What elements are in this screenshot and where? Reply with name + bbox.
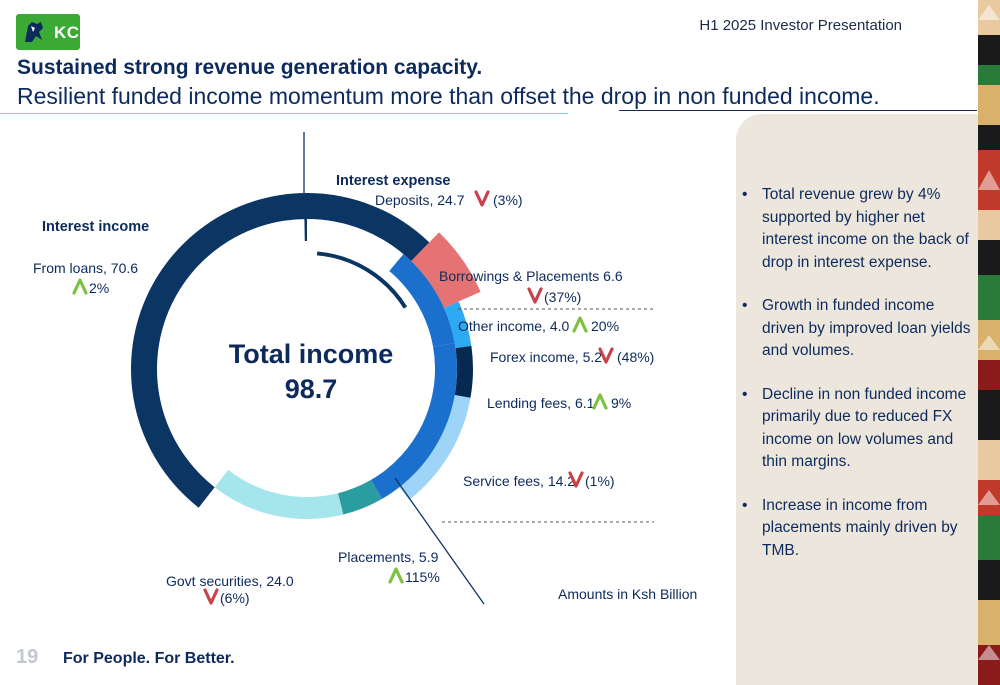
units-note: Amounts in Ksh Billion bbox=[558, 586, 697, 602]
segment-lending-fees bbox=[454, 345, 473, 398]
slide-title: Sustained strong revenue generation capa… bbox=[17, 56, 483, 79]
label-forex-income: Forex income, 5.2 bbox=[490, 349, 602, 365]
segment-placements bbox=[337, 479, 382, 515]
commentary-panel: Total revenue grew by 4% supported by hi… bbox=[736, 114, 978, 685]
change-from-loans: 2% bbox=[89, 280, 109, 296]
segment-from-loans bbox=[131, 193, 307, 508]
kcb-logo: KCB bbox=[16, 14, 92, 50]
group-title-interest-expense: Interest expense bbox=[336, 173, 450, 189]
bullet-item: Total revenue grew by 4% supported by hi… bbox=[742, 184, 978, 274]
down-arrow-icon bbox=[568, 471, 584, 488]
label-other-income: Other income, 4.0 bbox=[458, 318, 569, 334]
down-arrow-icon bbox=[598, 347, 614, 364]
label-borrowings: Borrowings & Placements 6.6 bbox=[439, 268, 623, 284]
change-forex-income: (48%) bbox=[617, 349, 654, 365]
label-placements: Placements, 5.9 bbox=[338, 549, 439, 565]
change-lending-fees: 9% bbox=[611, 395, 631, 411]
change-other-income: 20% bbox=[591, 318, 619, 334]
label-deposits: Deposits, 24.7 bbox=[375, 192, 465, 208]
label-service-fees: Service fees, 14.2 bbox=[463, 473, 575, 489]
change-service-fees: (1%) bbox=[585, 473, 615, 489]
footer-tagline: For People. For Better. bbox=[63, 650, 235, 667]
slide-subtitle: Resilient funded income momentum more th… bbox=[17, 83, 880, 109]
segment-fees-band bbox=[371, 342, 458, 499]
up-arrow-icon bbox=[72, 278, 88, 295]
label-from-loans: From loans, 70.6 bbox=[33, 260, 138, 276]
segment-govt-securities bbox=[214, 469, 344, 519]
segment-borrowings bbox=[411, 232, 481, 308]
lion-logo-icon bbox=[25, 22, 43, 42]
label-govt-securities: Govt securities, 24.0 bbox=[166, 573, 294, 589]
inner-ring-arc bbox=[316, 251, 408, 309]
divider-line-bottom bbox=[394, 477, 485, 605]
up-arrow-icon bbox=[572, 316, 588, 333]
donut-arcs bbox=[131, 193, 481, 519]
segment-deposits bbox=[307, 193, 430, 262]
group-title-interest-income: Interest income bbox=[42, 219, 149, 235]
change-govt-securities: (6%) bbox=[220, 590, 250, 606]
bullet-item: Increase in income from placements mainl… bbox=[742, 495, 978, 563]
revenue-donut-chart: Total income 98.7 Interest income Intere… bbox=[33, 132, 697, 606]
header-divider-right bbox=[619, 110, 977, 111]
down-arrow-icon bbox=[474, 190, 490, 207]
change-placements: 115% bbox=[405, 569, 440, 585]
commentary-list: Total revenue grew by 4% supported by hi… bbox=[742, 184, 978, 583]
page-number: 19 bbox=[16, 646, 39, 668]
logo-text: KCB bbox=[54, 23, 93, 42]
center-label: Total income bbox=[229, 339, 394, 369]
change-borrowings: (37%) bbox=[544, 289, 581, 305]
header-divider-left bbox=[0, 113, 568, 114]
change-arrows bbox=[72, 190, 614, 605]
down-arrow-icon bbox=[203, 588, 219, 605]
segment-from-loans-inner bbox=[304, 219, 307, 242]
up-arrow-icon bbox=[592, 393, 608, 410]
label-lending-fees: Lending fees, 6.1 bbox=[487, 395, 595, 411]
decorative-pattern-stripe bbox=[978, 0, 1000, 685]
bullet-item: Decline in non funded income primarily d… bbox=[742, 384, 978, 474]
presentation-title: H1 2025 Investor Presentation bbox=[699, 17, 902, 34]
change-deposits: (3%) bbox=[493, 192, 523, 208]
up-arrow-icon bbox=[388, 567, 404, 584]
center-value: 98.7 bbox=[285, 374, 338, 404]
segment-other-income bbox=[389, 254, 455, 347]
segment-forex-income bbox=[444, 301, 472, 349]
bullet-item: Growth in funded income driven by improv… bbox=[742, 295, 978, 363]
down-arrow-icon bbox=[527, 287, 543, 304]
